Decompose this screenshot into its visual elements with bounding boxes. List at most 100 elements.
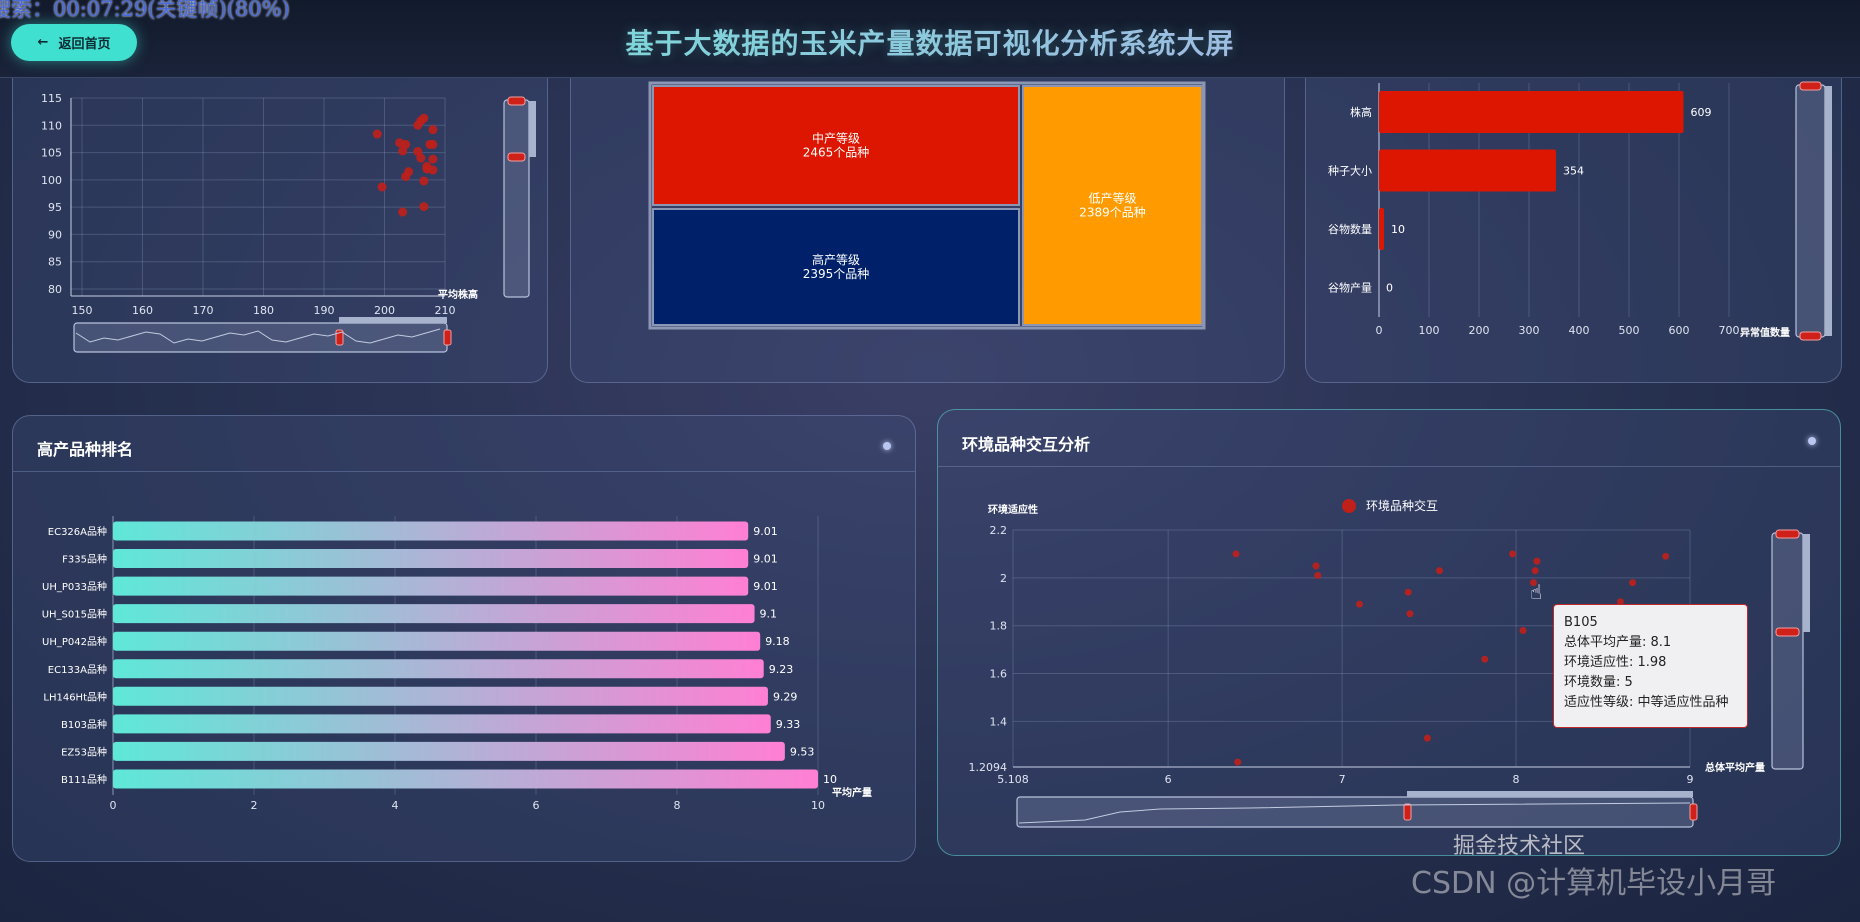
height-scatter-x-tick: 180: [253, 304, 274, 317]
ranking-bar-value: 9.01: [753, 553, 778, 566]
interaction-y-tick: 1.4: [990, 715, 1008, 728]
interaction-point[interactable]: [1314, 571, 1322, 579]
treemap-cell[interactable]: [652, 85, 1020, 206]
back-home-button[interactable]: ← 返回首页: [11, 24, 137, 61]
outlier-bar[interactable]: [1379, 91, 1684, 133]
interaction-x-tick: 9: [1687, 773, 1694, 786]
ranking-bar-value: 9.18: [765, 635, 790, 648]
ranking-bar[interactable]: [113, 631, 761, 651]
interaction-x-label: 总体平均产量: [1705, 761, 1765, 774]
height-scatter-point: [398, 207, 408, 217]
ranking-bar-category: UH_P042品种: [42, 635, 107, 648]
ranking-bar-category: UH_P033品种: [42, 580, 107, 593]
outlier-bar-category: 谷物数量: [1328, 222, 1372, 236]
height-scatter-y-zoom-track: [503, 99, 530, 298]
treemap-cell[interactable]: [652, 208, 1020, 326]
height-scatter-y-tick: 90: [48, 228, 62, 241]
interaction-x-zoom-handle[interactable]: [1403, 803, 1412, 821]
ranking-bar-value: 9.23: [769, 663, 794, 676]
interaction-point[interactable]: [1436, 567, 1444, 575]
outlier-bar-x-tick: 200: [1469, 324, 1490, 337]
interaction-point[interactable]: [1529, 579, 1537, 587]
interaction-point[interactable]: [1629, 579, 1637, 587]
interaction-point[interactable]: [1481, 655, 1489, 663]
height-scatter-y-tick: 85: [48, 256, 62, 269]
height-scatter-point: [419, 113, 429, 123]
height-scatter-x-zoom-handle[interactable]: [335, 329, 344, 346]
ranking-bar[interactable]: [113, 769, 818, 789]
ranking-bar[interactable]: [113, 714, 771, 734]
outlier-bar-category: 种子大小: [1328, 164, 1372, 178]
interaction-y-zoom-handle[interactable]: [1775, 529, 1800, 539]
height-scatter-x-zoom-selection: [339, 317, 447, 323]
height-scatter-panel: [12, 40, 548, 383]
outlier-bar-zoom-handle[interactable]: [1799, 81, 1822, 91]
ranking-bar[interactable]: [113, 604, 755, 624]
interaction-point[interactable]: [1232, 550, 1240, 558]
ranking-bar-category: B111品种: [61, 773, 107, 786]
tooltip-line: 环境适应性: 1.98: [1564, 655, 1667, 670]
interaction-point[interactable]: [1234, 758, 1242, 766]
interaction-point[interactable]: [1356, 600, 1364, 608]
interaction-point[interactable]: [1519, 626, 1527, 634]
interaction-point[interactable]: [1404, 588, 1412, 596]
ranking-bar-value: 10: [823, 773, 837, 786]
outlier-bar-x-tick: 100: [1419, 324, 1440, 337]
outlier-bar-zoom-handle[interactable]: [1799, 331, 1822, 341]
ranking-bar[interactable]: [113, 549, 749, 569]
interaction-x-zoom-selection: [1407, 791, 1693, 797]
outlier-bar-value: 354: [1563, 165, 1584, 178]
interaction-point[interactable]: [1533, 557, 1541, 565]
interaction-dot-icon: [1808, 437, 1816, 445]
ranking-bar-value: 9.29: [773, 690, 798, 703]
outlier-bar[interactable]: [1379, 208, 1384, 250]
interaction-legend-marker[interactable]: [1342, 499, 1356, 513]
interaction-point[interactable]: [1406, 610, 1414, 618]
ranking-bar-category: UH_S015品种: [42, 608, 107, 621]
ranking-bar[interactable]: [113, 521, 749, 541]
ranking-bar[interactable]: [113, 659, 764, 679]
outlier-bar-zoom-selection: [1825, 86, 1832, 336]
interaction-y-zoom-handle[interactable]: [1775, 627, 1800, 637]
interaction-point[interactable]: [1662, 552, 1670, 560]
outlier-bar-category: 谷物产量: [1328, 281, 1372, 295]
height-scatter-y-zoom-handle[interactable]: [507, 96, 526, 106]
height-scatter-point: [422, 164, 432, 174]
treemap-cell-label: 2395个品种: [803, 267, 870, 281]
height-scatter-point: [428, 139, 438, 149]
height-scatter-x-tick: 210: [435, 304, 456, 317]
ranking-bar-value: 9.01: [753, 580, 778, 593]
height-scatter-x-zoom-handle[interactable]: [443, 329, 452, 346]
height-scatter-x-tick: 190: [314, 304, 335, 317]
ranking-bar-value: 9.01: [753, 525, 778, 538]
interaction-point[interactable]: [1616, 598, 1624, 606]
interaction-x-tick: 5.108: [997, 773, 1029, 786]
interaction-point[interactable]: [1531, 567, 1539, 575]
ranking-bar[interactable]: [113, 576, 749, 596]
outlier-bar[interactable]: [1379, 149, 1556, 192]
interaction-point[interactable]: [1509, 550, 1517, 558]
interaction-y-tick: 1.8: [990, 620, 1008, 633]
height-scatter-point: [413, 120, 423, 130]
height-scatter-y-tick: 100: [41, 174, 62, 187]
height-scatter-x-label: 平均株高: [438, 288, 478, 301]
treemap-cell[interactable]: [1022, 85, 1203, 326]
treemap-cell-name: 低产等级: [1088, 192, 1136, 206]
ranking-bar[interactable]: [113, 686, 768, 706]
csdn-watermark: CSDN @计算机毕设小月哥: [1411, 866, 1777, 901]
height-scatter-point: [428, 154, 438, 164]
height-scatter-point: [419, 202, 429, 212]
ranking-bar-category: F335品种: [62, 553, 107, 566]
interaction-title: 环境品种交互分析: [962, 435, 1091, 454]
ranking-dot-icon: [883, 442, 891, 450]
interaction-point[interactable]: [1312, 562, 1320, 570]
tooltip-line: 环境数量: 5: [1564, 675, 1633, 690]
interaction-point[interactable]: [1423, 734, 1431, 742]
interaction-legend-label[interactable]: 环境品种交互: [1366, 498, 1438, 513]
interaction-divider: [938, 466, 1840, 467]
interaction-x-zoom-handle[interactable]: [1689, 803, 1698, 821]
ranking-bar[interactable]: [113, 741, 785, 761]
outlier-bar-x-tick: 600: [1669, 324, 1690, 337]
height-scatter-y-zoom-handle[interactable]: [507, 152, 526, 162]
